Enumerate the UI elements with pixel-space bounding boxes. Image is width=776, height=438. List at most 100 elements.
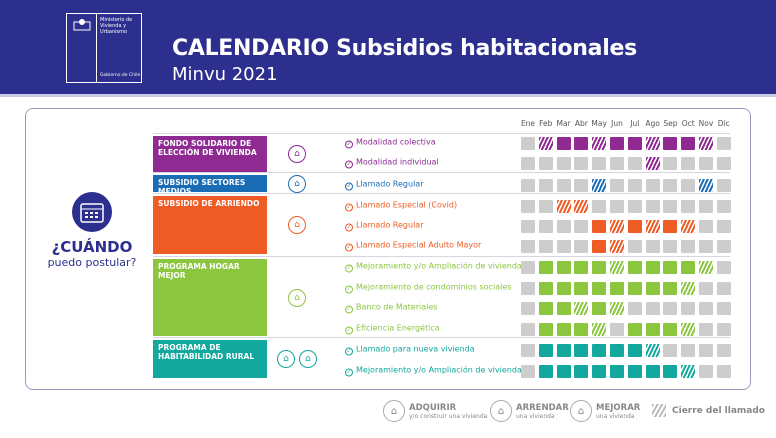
- cell-closed: [538, 199, 553, 213]
- call-label: ✓ Llamado Regular: [345, 221, 423, 232]
- cell-closed: [521, 156, 535, 170]
- cell-closing: [574, 301, 589, 315]
- call-label: ✓ Eficiencia Energética: [345, 324, 440, 335]
- cell-closed: [521, 281, 535, 295]
- legend-adquirir: ⌂ ADQUIRIR y/o construir una vivienda: [383, 400, 487, 422]
- cell-closed: [699, 301, 713, 315]
- cell-closed: [699, 239, 713, 253]
- call-label: ✓ Mejoramiento y/o Ampliación de vivienda…: [345, 262, 526, 273]
- cell-closing: [699, 260, 713, 274]
- cell-closing: [610, 260, 624, 274]
- cell-closed: [627, 178, 642, 192]
- cell-closed: [521, 136, 535, 150]
- check-icon: ✓: [345, 243, 353, 252]
- cell-closed: [699, 364, 713, 378]
- cell-closing: [645, 219, 660, 233]
- cell-open: [627, 322, 642, 336]
- call-label-text: Mejoramiento y/o Ampliación de viviendas: [356, 261, 526, 271]
- call-label: ✓ Modalidad colectiva: [345, 138, 436, 149]
- cell-open: [663, 219, 678, 233]
- cell-open: [663, 260, 678, 274]
- cell-closed: [699, 219, 713, 233]
- cell-closed: [574, 239, 589, 253]
- cell-open: [574, 281, 589, 295]
- legend-arrendar: ⌂ ARRENDAR una vivienda: [490, 400, 569, 422]
- program-name: FONDO SOLIDARIO DE ELECCIÓN DE VIVIENDA: [153, 136, 267, 172]
- cell-closed: [663, 301, 678, 315]
- cell-closed: [521, 322, 535, 336]
- cell-closed: [663, 199, 678, 213]
- check-icon: ✓: [345, 285, 353, 294]
- call-label: ✓ Modalidad individual: [345, 158, 439, 169]
- check-icon: ✓: [345, 368, 353, 377]
- cell-closed: [716, 281, 731, 295]
- arrendar-icon: ⌂: [288, 216, 306, 234]
- cell-closed: [521, 199, 535, 213]
- cell-closed: [699, 322, 713, 336]
- cell-closed: [681, 199, 696, 213]
- cell-closed: [574, 178, 589, 192]
- program-name: PROGRAMA HOGAR MEJOR: [153, 259, 267, 336]
- cell-closed: [716, 343, 731, 357]
- check-icon: ✓: [345, 305, 353, 314]
- cell-closed: [610, 199, 624, 213]
- cell-open: [592, 239, 607, 253]
- cell-closed: [681, 156, 696, 170]
- call-label-text: Mejoramiento de condominios sociales: [356, 282, 512, 292]
- cell-open: [592, 260, 607, 274]
- check-icon: ✓: [345, 264, 353, 273]
- cell-closed: [574, 156, 589, 170]
- cell-closed: [521, 343, 535, 357]
- cell-closed: [699, 199, 713, 213]
- header: Ministerio de Vivienda y Urbanismo Gobierno…: [0, 0, 776, 97]
- page-title: CALENDARIO Subsidios habitacionales: [172, 36, 637, 61]
- minvu-logo: Ministerio de Vivienda y Urbanismo Gobierno…: [66, 13, 142, 83]
- legend-mejorar: ⌂ MEJORAR una vivienda: [570, 400, 640, 422]
- cell-closed: [645, 178, 660, 192]
- divider: [153, 193, 730, 194]
- month-header: Jul: [630, 119, 640, 128]
- cell-open: [538, 260, 553, 274]
- call-label-text: Llamado para nueva vivienda: [356, 344, 475, 354]
- legend-cierre: Cierre del llamado: [652, 404, 765, 417]
- cell-closed: [663, 239, 678, 253]
- coat-of-arms-icon: [73, 19, 90, 31]
- cell-closing: [592, 322, 607, 336]
- month-header: Ene: [520, 119, 536, 128]
- arrendar-icon: ⌂: [490, 400, 512, 422]
- month-header: Ago: [645, 119, 660, 128]
- call-label-text: Mejoramiento y/o Ampliación de viviendas: [356, 365, 526, 375]
- month-header: Sep: [663, 119, 678, 128]
- check-icon: ✓: [345, 182, 353, 191]
- call-label-text: Banco de Materiales: [356, 302, 438, 312]
- cell-closed: [592, 156, 607, 170]
- call-label-text: Llamado Regular: [356, 220, 424, 230]
- legend-sub: y/o construir una vivienda: [409, 412, 488, 420]
- cell-closing: [681, 219, 696, 233]
- adquirir-house-icon: ⌂: [288, 145, 306, 163]
- cell-closed: [538, 239, 553, 253]
- program-name: SUBSIDIO DE ARRIENDO: [153, 196, 267, 254]
- cell-closing: [699, 136, 713, 150]
- cell-closed: [716, 322, 731, 336]
- cell-closed: [681, 343, 696, 357]
- when-title: ¿CUÁNDO: [51, 238, 133, 256]
- cell-closed: [716, 156, 731, 170]
- cell-closed: [610, 156, 624, 170]
- cell-open: [574, 343, 589, 357]
- cell-closed: [716, 364, 731, 378]
- call-label: ✓ Llamado Especial (Covid): [345, 201, 457, 212]
- cell-closed: [521, 364, 535, 378]
- call-label-text: Llamado Especial (Covid): [356, 200, 458, 210]
- calendar-card: [25, 108, 751, 390]
- cell-closed: [716, 136, 731, 150]
- cell-open: [556, 343, 571, 357]
- call-label-text: Modalidad individual: [356, 157, 439, 167]
- cell-closed: [716, 239, 731, 253]
- adquirir-house-icon: ⌂: [277, 350, 295, 368]
- cell-open: [556, 136, 571, 150]
- cell-closing: [645, 156, 660, 170]
- cell-closing: [592, 178, 607, 192]
- divider: [153, 256, 730, 257]
- cell-open: [681, 260, 696, 274]
